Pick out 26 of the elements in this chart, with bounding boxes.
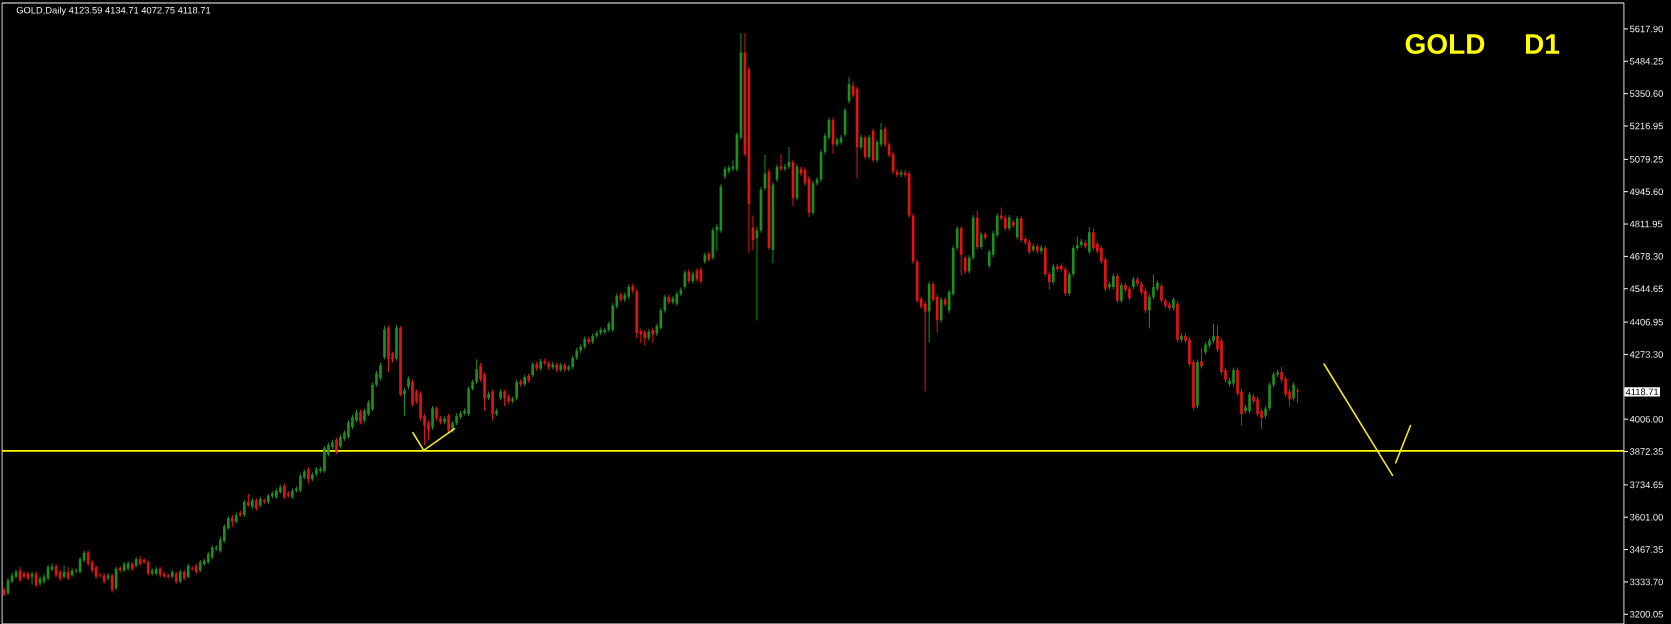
- y-tick-label: 4544.65: [1629, 285, 1663, 293]
- annotation: D1: [1525, 34, 1560, 54]
- annotation: GOLD: [1405, 34, 1485, 54]
- y-tick-label: 5350.60: [1629, 90, 1663, 97]
- text: 4118.71: [1625, 388, 1659, 396]
- y-tick-label: 4811.95: [1629, 220, 1663, 228]
- y-tick-label: 5484.25: [1629, 57, 1663, 65]
- y-tick-label: 3333.70: [1629, 578, 1663, 586]
- y-tick-label: 4006.00: [1629, 415, 1663, 423]
- chart-title: GOLD,Daily 4123.59 4134.71 4072.75 4118.71: [16, 6, 211, 16]
- y-tick-label: 3601.00: [1629, 513, 1663, 521]
- y-tick-label: 5617.90: [1629, 25, 1663, 33]
- y-tick-label: 5079.25: [1629, 156, 1663, 163]
- y-tick-label: 3467.35: [1629, 546, 1663, 553]
- y-tick-label: 5216.95: [1629, 122, 1663, 130]
- candlestick: [150, 567, 154, 577]
- y-tick-label: 4945.60: [1629, 188, 1663, 195]
- candlestick: [287, 490, 290, 499]
- y-tick-label: 3872.35: [1629, 448, 1663, 455]
- y-tick-label: 3200.05: [1629, 611, 1663, 618]
- candlestick: [271, 490, 274, 499]
- y-tick-label: 4406.95: [1629, 318, 1663, 326]
- y-tick-label: 4273.30: [1629, 351, 1663, 358]
- y-tick-label: 3734.65: [1629, 481, 1663, 489]
- y-tick-label: 4678.30: [1629, 253, 1663, 260]
- candlestick: [166, 573, 170, 580]
